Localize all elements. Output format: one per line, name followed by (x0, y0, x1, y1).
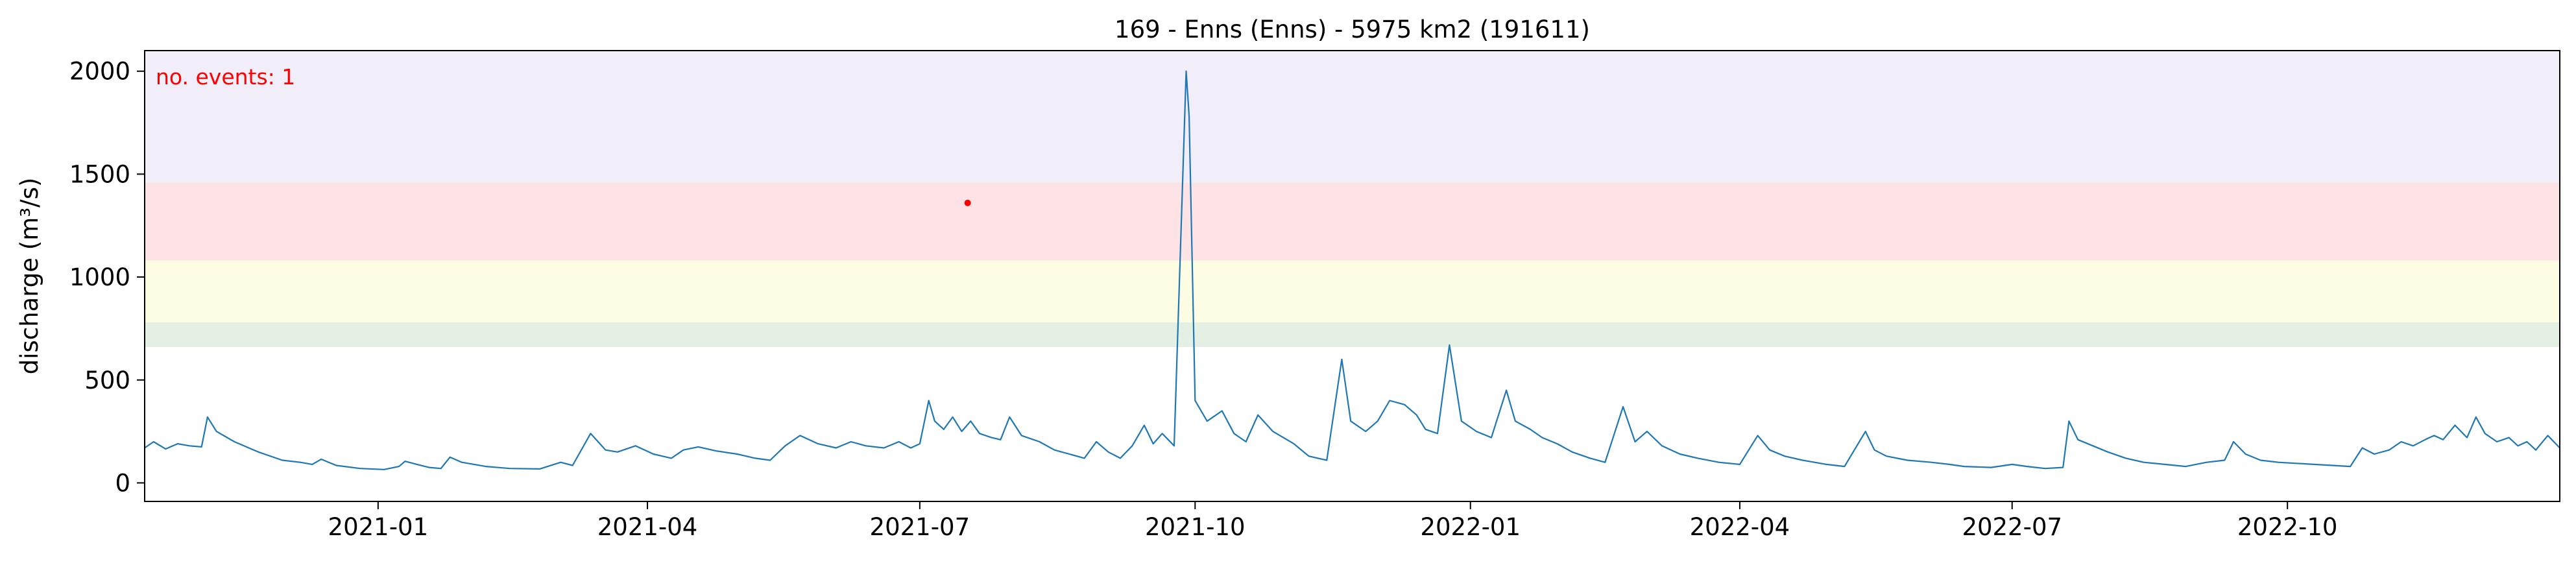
events-group (964, 199, 971, 206)
x-tick-label-2021-10: 2021-10 (1145, 513, 1246, 541)
x-tick-label-2021-07: 2021-07 (870, 513, 970, 541)
event-marker-0 (964, 199, 971, 206)
discharge-series-line (144, 70, 2560, 470)
y-tick-label-0: 0 (115, 469, 130, 497)
plot-frame (144, 50, 2560, 502)
y-tick-label-1500: 1500 (69, 160, 130, 188)
y-tick-label-500: 500 (84, 367, 130, 394)
series-group (144, 70, 2560, 470)
events-count-annotation: no. events: 1 (156, 64, 295, 90)
threshold-band-0 (145, 322, 2560, 347)
x-tick-label-2021-01: 2021-01 (328, 513, 429, 541)
threshold-band-3 (145, 51, 2560, 183)
chart-title: 169 - Enns (Enns) - 5975 km2 (191611) (1114, 16, 1590, 43)
x-axis: 2021-01 2021-04 2021-07 2021-10 2022-01 2022-… (328, 501, 2338, 541)
threshold-band-1 (145, 260, 2560, 322)
x-tick-label-2022-10: 2022-10 (2237, 513, 2338, 541)
threshold-band-2 (145, 182, 2560, 261)
y-tick-label-2000: 2000 (69, 58, 130, 86)
x-tick-label-2022-04: 2022-04 (1690, 513, 1790, 541)
x-tick-label-2022-01: 2022-01 (1420, 513, 1521, 541)
y-axis-label: discharge (m³/s) (16, 178, 43, 375)
y-tick-label-1000: 1000 (69, 263, 130, 291)
threshold-bands (145, 51, 2560, 347)
x-tick-label-2021-04: 2021-04 (597, 513, 698, 541)
x-tick-label-2022-07: 2022-07 (1962, 513, 2062, 541)
y-axis: 0 500 1000 1500 2000 (69, 58, 145, 497)
